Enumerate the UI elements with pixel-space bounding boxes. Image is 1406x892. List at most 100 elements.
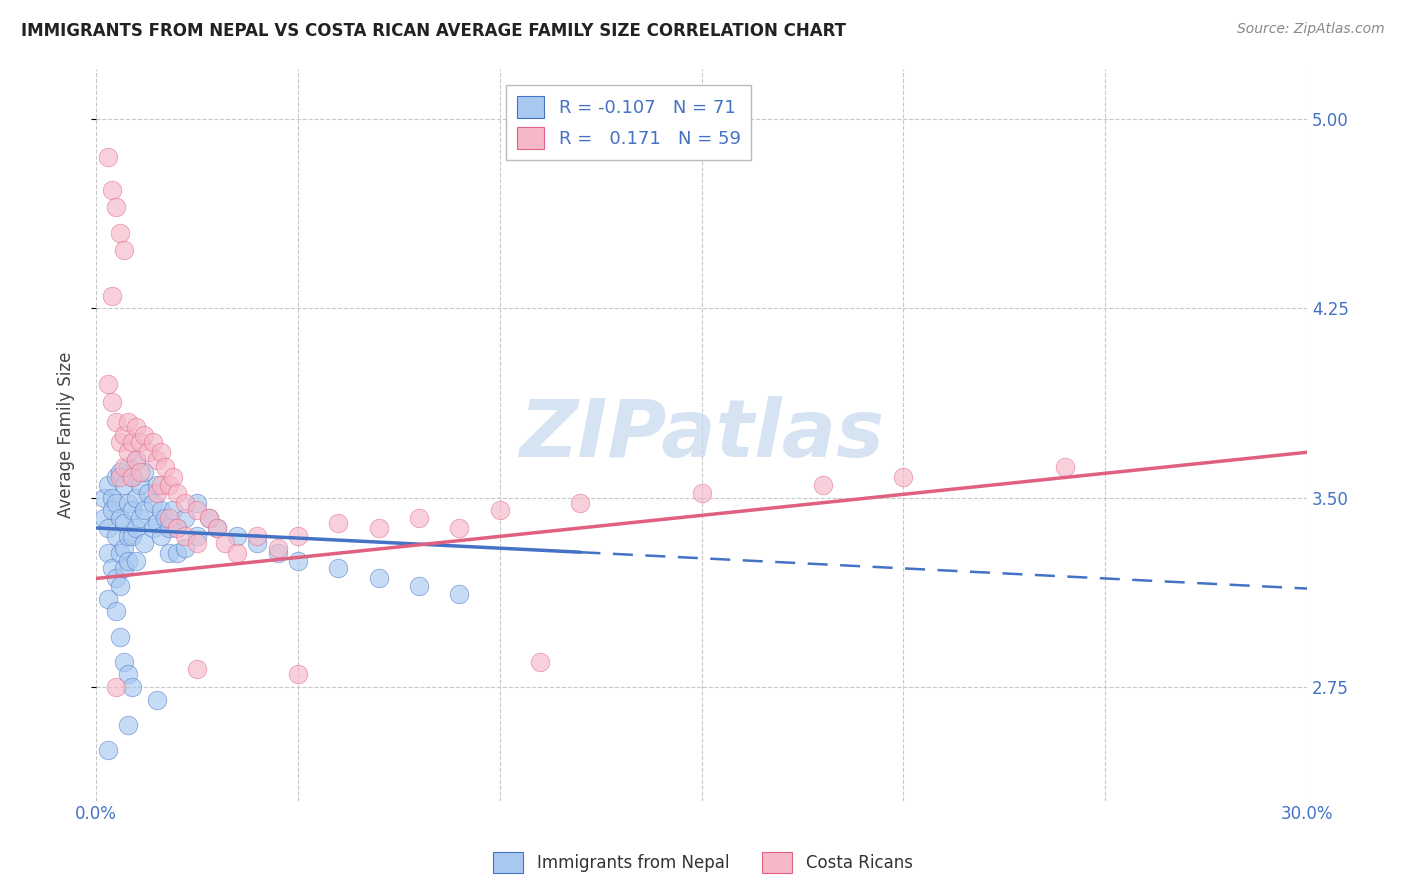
Point (105, 470, 128, 484)
Point (449, 586, 471, 600)
Point (157, 546, 180, 560)
Point (173, 528, 195, 542)
Point (166, 521, 188, 535)
Point (134, 427, 156, 442)
Point (121, 435, 143, 450)
Point (214, 536, 236, 550)
Point (408, 579, 430, 593)
Point (173, 496, 195, 510)
Point (134, 503, 156, 517)
Point (186, 496, 208, 510)
Point (117, 718, 139, 732)
Point (186, 503, 208, 517)
Point (105, 415, 128, 429)
Point (328, 516, 350, 530)
Point (117, 460, 139, 475)
Point (145, 452, 167, 467)
Point (97, 478, 120, 492)
Point (226, 546, 249, 560)
Point (121, 470, 143, 484)
Point (125, 420, 148, 434)
Point (186, 536, 208, 550)
Point (157, 478, 180, 492)
Point (110, 630, 132, 644)
Point (449, 521, 471, 535)
Point (117, 528, 139, 542)
Point (153, 511, 176, 525)
Legend: R = -0.107   N = 71, R =   0.171   N = 59: R = -0.107 N = 71, R = 0.171 N = 59 (506, 85, 751, 160)
Point (529, 655, 551, 669)
Point (266, 541, 288, 556)
Point (97, 377, 120, 392)
Point (569, 496, 592, 510)
Point (287, 554, 309, 568)
Point (134, 536, 156, 550)
Point (166, 521, 188, 535)
Point (125, 452, 148, 467)
Point (117, 667, 139, 681)
Point (153, 460, 176, 475)
Point (110, 466, 132, 480)
Text: Source: ZipAtlas.com: Source: ZipAtlas.com (1237, 22, 1385, 37)
Point (488, 503, 510, 517)
Point (117, 445, 139, 459)
Point (112, 460, 135, 475)
Point (112, 478, 135, 492)
Point (117, 554, 139, 568)
Point (129, 435, 152, 450)
Point (246, 536, 269, 550)
Point (226, 528, 249, 542)
Point (105, 572, 128, 586)
Point (145, 485, 167, 500)
Point (145, 478, 167, 492)
Point (93, 491, 115, 505)
Point (112, 541, 135, 556)
Point (157, 521, 180, 535)
Text: IMMIGRANTS FROM NEPAL VS COSTA RICAN AVERAGE FAMILY SIZE CORRELATION CHART: IMMIGRANTS FROM NEPAL VS COSTA RICAN AVE… (21, 22, 846, 40)
Point (246, 528, 269, 542)
Point (101, 289, 124, 303)
Point (112, 244, 135, 258)
Point (141, 521, 163, 535)
Point (367, 572, 389, 586)
Point (157, 511, 180, 525)
Point (121, 528, 143, 542)
Point (101, 491, 124, 505)
Point (97, 546, 120, 560)
Point (408, 511, 430, 525)
Point (205, 521, 228, 535)
Point (110, 226, 132, 240)
Point (110, 546, 132, 560)
Point (110, 579, 132, 593)
Point (112, 427, 135, 442)
Point (138, 445, 160, 459)
Point (125, 491, 148, 505)
Point (149, 503, 172, 517)
Point (110, 511, 132, 525)
Point (121, 680, 143, 694)
Point (186, 662, 208, 676)
Point (97, 743, 120, 757)
Point (105, 200, 128, 214)
Point (149, 445, 172, 459)
Point (367, 521, 389, 535)
Point (173, 541, 195, 556)
Point (105, 604, 128, 618)
Point (811, 478, 834, 492)
Point (149, 528, 172, 542)
Point (266, 546, 288, 560)
Point (112, 561, 135, 575)
Point (105, 528, 128, 542)
Point (121, 470, 143, 484)
Point (101, 503, 124, 517)
Point (101, 561, 124, 575)
Point (125, 521, 148, 535)
Point (162, 470, 184, 484)
Legend: Immigrants from Nepal, Costa Ricans: Immigrants from Nepal, Costa Ricans (486, 846, 920, 880)
Point (141, 435, 163, 450)
Point (129, 511, 152, 525)
Point (129, 466, 152, 480)
Point (893, 470, 915, 484)
Point (690, 485, 713, 500)
Point (198, 511, 221, 525)
